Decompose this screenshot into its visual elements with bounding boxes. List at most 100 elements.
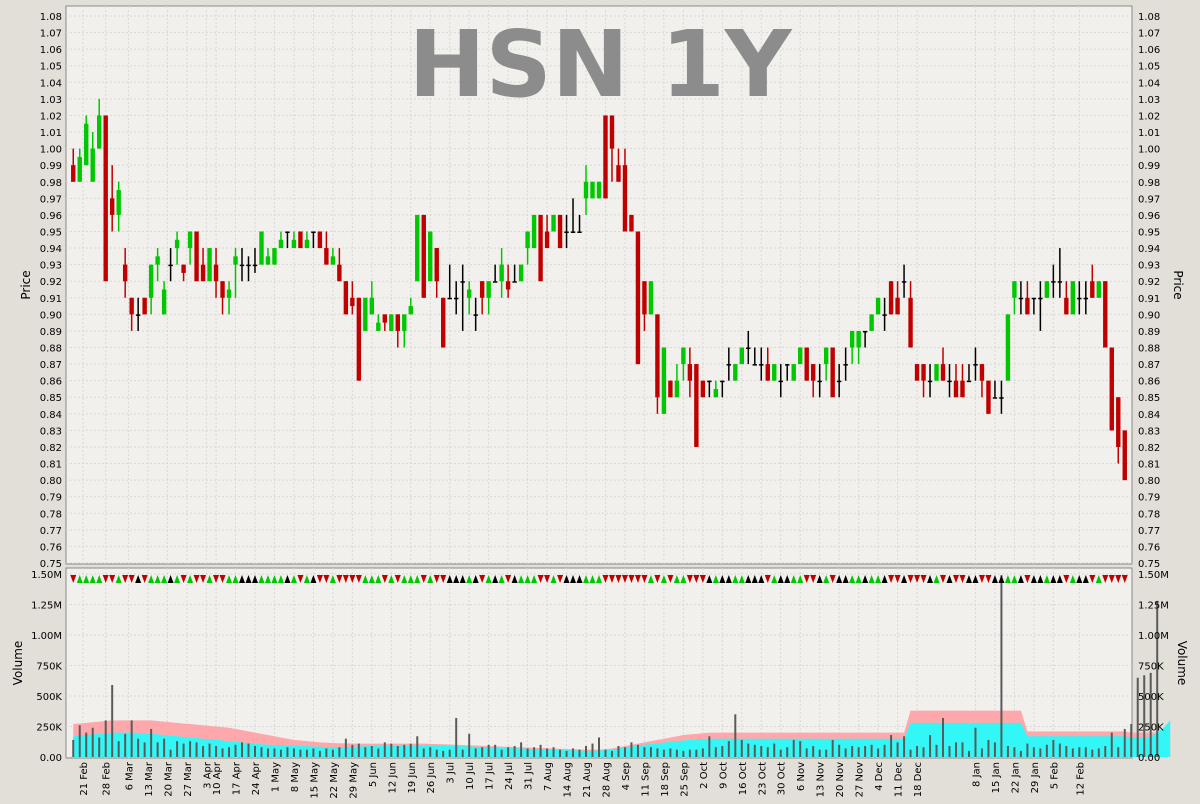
ohlc-bar-body bbox=[337, 264, 342, 282]
ohlc-bar-body bbox=[129, 297, 134, 315]
direction-marker bbox=[952, 575, 959, 583]
direction-marker bbox=[583, 575, 590, 583]
ohlc-bar-body bbox=[350, 297, 355, 307]
direction-marker bbox=[277, 575, 284, 583]
price-tick-label-left: 1.05 bbox=[40, 62, 62, 73]
ohlc-bar-body bbox=[564, 231, 569, 233]
ohlc-bar-body bbox=[389, 314, 394, 331]
date-tick-label: 20 Mar bbox=[163, 761, 174, 797]
ohlc-bar-body bbox=[460, 281, 465, 283]
price-tick-label-left: 1.01 bbox=[40, 128, 62, 139]
volume-tick-label-right: 500K bbox=[1138, 692, 1164, 703]
direction-marker bbox=[946, 575, 953, 583]
direction-marker bbox=[1076, 575, 1083, 583]
direction-marker bbox=[148, 575, 155, 583]
date-tick-label: 15 May bbox=[309, 762, 320, 799]
ohlc-bar-body bbox=[122, 264, 128, 282]
ohlc-bar-body bbox=[798, 347, 803, 365]
ohlc-bar-body bbox=[330, 256, 336, 265]
ohlc-bar-body bbox=[947, 380, 952, 383]
ohlc-bar-body bbox=[836, 380, 842, 383]
price-tick-label-left: 0.81 bbox=[40, 460, 62, 471]
ohlc-bar-body bbox=[492, 281, 498, 283]
direction-marker bbox=[355, 575, 362, 583]
ohlc-bar-body bbox=[778, 380, 783, 383]
ohlc-bar-body bbox=[785, 364, 790, 366]
ohlc-bar-body bbox=[447, 297, 452, 300]
price-tick-label-right: 0.97 bbox=[1138, 194, 1160, 205]
date-tick-label: 24 Jul bbox=[504, 762, 515, 790]
ohlc-bar-body bbox=[713, 388, 719, 398]
ohlc-bar-body bbox=[155, 256, 160, 265]
direction-marker bbox=[647, 575, 654, 583]
direction-marker bbox=[576, 575, 583, 583]
ohlc-bar-body bbox=[207, 248, 212, 282]
direction-marker bbox=[440, 575, 447, 583]
direction-marker bbox=[154, 575, 161, 583]
ohlc-bar-body bbox=[298, 231, 303, 249]
price-axis-label-left: Price bbox=[19, 270, 33, 299]
price-tick-label-left: 0.99 bbox=[40, 161, 62, 172]
direction-marker bbox=[589, 575, 596, 583]
price-tick-label-left: 0.92 bbox=[40, 277, 62, 288]
direction-marker bbox=[498, 575, 505, 583]
direction-marker bbox=[226, 575, 233, 583]
price-tick-label-right: 0.93 bbox=[1138, 261, 1160, 272]
direction-marker bbox=[1056, 575, 1063, 583]
ohlc-bar-body bbox=[181, 264, 186, 273]
ohlc-bar-body bbox=[434, 248, 439, 282]
direction-marker bbox=[1108, 575, 1115, 583]
direction-marker bbox=[660, 575, 667, 583]
direction-marker bbox=[602, 575, 609, 583]
volume-tick-label-left: 1.25M bbox=[31, 601, 62, 612]
date-tick-label: 27 Nov bbox=[855, 762, 866, 798]
price-tick-label-right: 0.84 bbox=[1138, 410, 1160, 421]
ohlc-bar-body bbox=[973, 364, 978, 366]
price-tick-label-left: 1.08 bbox=[40, 12, 62, 23]
ohlc-bar-body bbox=[960, 380, 965, 398]
date-tick-label: 3 Jul bbox=[446, 762, 457, 784]
direction-marker bbox=[608, 575, 615, 583]
ohlc-bar-body bbox=[752, 364, 757, 366]
direction-marker bbox=[316, 575, 323, 583]
direction-marker bbox=[615, 575, 622, 583]
direction-marker bbox=[693, 575, 700, 583]
price-tick-label-right: 0.99 bbox=[1138, 161, 1160, 172]
date-tick-label: 11 Sep bbox=[640, 762, 651, 797]
ohlc-bar-body bbox=[694, 364, 699, 447]
ohlc-bar-body bbox=[194, 231, 199, 282]
date-tick-label: 4 Sep bbox=[621, 762, 632, 790]
direction-marker bbox=[524, 575, 531, 583]
direction-marker bbox=[836, 575, 843, 583]
direction-marker bbox=[193, 575, 200, 583]
ohlc-bar-body bbox=[291, 239, 297, 249]
date-tick-label: 17 Jul bbox=[485, 762, 496, 790]
direction-marker bbox=[89, 575, 96, 583]
direction-marker bbox=[336, 575, 343, 583]
ohlc-bar-body bbox=[518, 264, 524, 282]
direction-marker bbox=[271, 575, 278, 583]
price-tick-label-right: 1.00 bbox=[1138, 145, 1160, 156]
ohlc-bar-body bbox=[142, 297, 147, 315]
ohlc-bar-body bbox=[882, 314, 887, 316]
direction-marker bbox=[901, 575, 908, 583]
direction-marker bbox=[537, 575, 544, 583]
ohlc-bar-body bbox=[888, 281, 894, 315]
direction-marker bbox=[264, 575, 271, 583]
direction-marker bbox=[251, 575, 258, 583]
direction-marker bbox=[219, 575, 226, 583]
price-tick-label-left: 0.84 bbox=[40, 410, 62, 421]
ohlc-bar-body bbox=[226, 289, 232, 298]
direction-marker bbox=[875, 575, 882, 583]
price-tick-label-left: 0.93 bbox=[40, 261, 62, 272]
date-tick-label: 6 Nov bbox=[796, 762, 807, 791]
price-tick-label-left: 0.90 bbox=[40, 310, 62, 321]
ohlc-bar-body bbox=[499, 264, 504, 282]
direction-marker bbox=[965, 575, 972, 583]
ohlc-bar-body bbox=[746, 347, 751, 350]
direction-marker bbox=[414, 575, 421, 583]
ohlc-bar-body bbox=[1083, 297, 1089, 300]
ohlc-bar-body bbox=[1044, 281, 1050, 298]
date-tick-label: 30 Oct bbox=[777, 762, 788, 795]
